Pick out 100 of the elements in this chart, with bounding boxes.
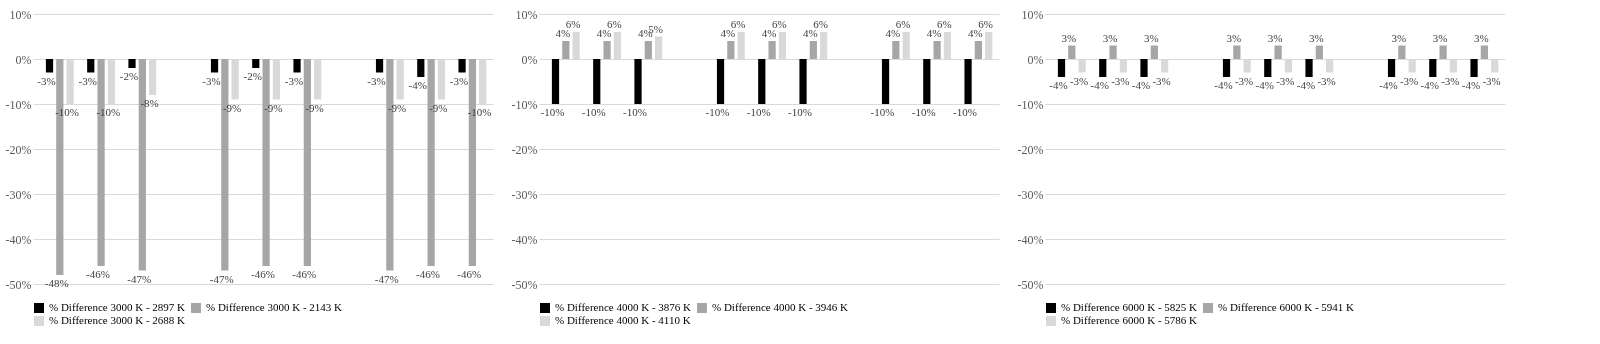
data-label: -4% — [1090, 79, 1109, 91]
data-label: -10% — [96, 106, 121, 118]
data-label: -3% — [1069, 74, 1089, 87]
data-label: -3% — [1234, 74, 1254, 87]
legend-label: % Difference 4000 K - 3876 K — [555, 301, 692, 313]
data-label: 6% — [895, 18, 911, 30]
data-label: -3% — [202, 74, 221, 87]
data-label: -46% — [251, 268, 275, 280]
legend-label: % Difference 4000 K - 3946 K — [712, 301, 849, 313]
y-tick-label: -40% — [1017, 232, 1044, 247]
y-tick-label: -20% — [1017, 142, 1044, 157]
data-label: -10% — [746, 106, 771, 118]
data-label: 3% — [1143, 31, 1159, 44]
data-label: 3% — [1432, 31, 1448, 44]
data-label: -46% — [292, 268, 317, 280]
data-label: 4% — [926, 27, 942, 39]
data-label: -10% — [788, 106, 812, 118]
bar — [923, 59, 931, 104]
data-label: 4% — [967, 27, 983, 39]
data-label: 4% — [555, 27, 571, 39]
bar — [551, 59, 560, 104]
y-tick-label: 10% — [9, 7, 32, 22]
data-label: -4% — [1461, 79, 1481, 91]
legend-label: % Difference 6000 K - 5825 K — [1061, 301, 1198, 313]
bar — [881, 59, 890, 104]
legend-label: % Difference 3000 K - 2688 K — [49, 314, 186, 326]
data-label: 6% — [730, 18, 746, 30]
bar — [892, 41, 900, 59]
data-label: 6% — [565, 18, 581, 30]
y-tick-label: -50% — [511, 277, 538, 292]
data-label: 3% — [1061, 31, 1077, 44]
data-label: -3% — [1276, 74, 1295, 87]
data-label: -4% — [1131, 79, 1151, 91]
data-label: -3% — [1441, 74, 1460, 87]
data-label: -48% — [44, 277, 69, 289]
data-label: -2% — [119, 70, 139, 82]
data-label: -10% — [953, 106, 977, 118]
data-label: -46% — [86, 268, 110, 280]
data-label: -4% — [1214, 79, 1233, 91]
y-tick-label: 0% — [521, 52, 538, 67]
data-label: -3% — [367, 74, 386, 87]
bar — [593, 59, 601, 104]
data-label: -4% — [408, 79, 427, 91]
y-tick-label: -20% — [5, 142, 32, 157]
y-tick-label: 10% — [1021, 7, 1044, 22]
data-label: 6% — [937, 18, 952, 30]
legend-label: % Difference 6000 K - 5941 K — [1218, 301, 1355, 313]
data-label: -4% — [1255, 79, 1274, 91]
y-tick-label: -40% — [511, 232, 538, 247]
data-label: -10% — [55, 106, 79, 118]
bar — [562, 41, 570, 59]
data-label: 4% — [885, 27, 901, 39]
data-label: -3% — [449, 74, 469, 87]
data-label: -3% — [1482, 74, 1501, 87]
y-tick-label: -40% — [5, 232, 32, 247]
data-label: -10% — [911, 106, 936, 118]
y-tick-label: -30% — [1017, 187, 1044, 202]
y-tick-label: -50% — [5, 277, 32, 292]
data-label: -10% — [581, 106, 606, 118]
data-label: 3% — [1391, 31, 1407, 44]
legend-label: % Difference 6000 K - 5786 K — [1061, 314, 1198, 326]
data-label: -4% — [1049, 79, 1068, 91]
y-tick-label: -30% — [511, 187, 538, 202]
y-tick-label: -10% — [1017, 97, 1044, 112]
data-label: -2% — [243, 70, 262, 82]
data-label: -10% — [705, 106, 730, 118]
data-label: -10% — [540, 106, 565, 118]
data-label: -47% — [127, 272, 152, 285]
legend-label: % Difference 4000 K - 4110 K — [555, 314, 691, 326]
y-tick-label: -10% — [511, 97, 538, 112]
bar — [809, 41, 817, 59]
data-label: -3% — [1399, 74, 1419, 87]
bar — [603, 41, 611, 59]
bar — [644, 41, 652, 59]
bar — [727, 41, 735, 59]
data-label: -9% — [387, 101, 407, 114]
data-label: -47% — [209, 272, 234, 285]
data-label: 4% — [802, 27, 818, 39]
y-tick-label: -10% — [5, 97, 32, 112]
data-label: -46% — [416, 268, 440, 280]
data-label: 4% — [596, 27, 612, 39]
data-label: -3% — [1111, 74, 1130, 87]
bar — [716, 59, 725, 104]
data-label: -10% — [870, 106, 895, 118]
data-label: -3% — [1317, 74, 1336, 87]
data-label: 6% — [813, 18, 828, 30]
data-label: -9% — [222, 101, 242, 114]
data-label: 6% — [978, 18, 993, 30]
y-tick-label: -50% — [1017, 277, 1044, 292]
bar — [758, 59, 766, 104]
y-tick-label: 0% — [15, 52, 32, 67]
bar — [768, 41, 776, 59]
data-label: 6% — [606, 18, 622, 30]
data-label: 3% — [1308, 31, 1324, 44]
legend-label: % Difference 3000 K - 2143 K — [206, 301, 343, 313]
data-label: -9% — [305, 101, 324, 114]
data-label: -4% — [1296, 79, 1316, 91]
data-label: -46% — [457, 268, 482, 280]
data-label: 3% — [1226, 31, 1242, 44]
data-label: 3% — [1102, 31, 1118, 44]
